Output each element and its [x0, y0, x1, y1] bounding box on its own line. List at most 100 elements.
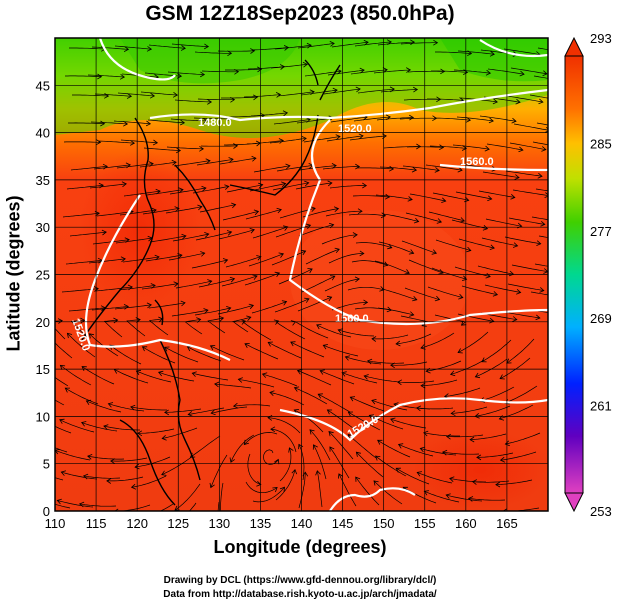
colorbar-tick-label: 269	[590, 311, 612, 326]
streamline	[67, 333, 96, 358]
streamline	[331, 41, 369, 48]
streamline	[420, 448, 457, 456]
streamline-arrow	[201, 185, 207, 192]
streamline	[377, 307, 414, 316]
streamline	[428, 211, 465, 222]
streamline	[537, 310, 548, 313]
streamline	[109, 344, 142, 365]
streamline-arrow	[466, 246, 472, 253]
streamline	[404, 287, 440, 300]
streamline	[444, 387, 481, 397]
streamline-arrow	[56, 498, 62, 505]
streamline-arrow	[209, 482, 215, 489]
streamline-arrow	[87, 454, 93, 460]
streamline-arrow	[233, 143, 239, 149]
streamline	[194, 307, 231, 316]
streamline	[86, 400, 122, 413]
streamline	[435, 239, 471, 251]
streamline	[512, 189, 548, 196]
streamline	[273, 119, 311, 125]
streamline	[402, 165, 440, 171]
streamline-arrow	[338, 473, 344, 479]
streamline-arrow	[81, 421, 87, 427]
streamline	[482, 171, 520, 178]
streamline-arrow	[114, 508, 119, 511]
streamline-arrow	[439, 144, 445, 151]
streamline-arrow	[248, 303, 255, 310]
streamline	[244, 343, 279, 360]
streamline	[504, 236, 541, 245]
streamline	[472, 480, 510, 483]
streamline	[207, 317, 226, 334]
streamline	[331, 302, 368, 311]
streamline-arrow	[329, 41, 335, 47]
streamline-arrow	[371, 336, 377, 342]
streamline	[65, 387, 99, 405]
streamline-arrow	[60, 470, 67, 476]
streamline-arrow	[272, 487, 278, 493]
streamline-arrow	[243, 439, 250, 446]
streamline	[503, 48, 541, 55]
streamline-arrow	[123, 304, 129, 310]
streamline	[431, 267, 467, 280]
streamline	[142, 208, 180, 215]
streamline-arrow	[256, 481, 262, 487]
streamline-arrow	[120, 256, 126, 263]
streamline-arrow	[252, 274, 258, 280]
streamline	[174, 99, 212, 103]
streamline	[499, 404, 534, 420]
y-tick-label: 25	[36, 268, 50, 283]
streamline-arrow	[471, 479, 477, 485]
streamline	[196, 158, 234, 166]
streamline	[478, 190, 515, 198]
streamline	[367, 360, 405, 364]
streamline-arrow	[457, 166, 463, 173]
streamline-arrow	[363, 39, 369, 46]
streamline-arrow	[519, 70, 525, 77]
streamline	[479, 115, 517, 122]
streamline-arrow	[107, 402, 114, 408]
streamline-arrow	[96, 139, 102, 146]
streamline	[381, 288, 417, 301]
streamline-arrow	[134, 463, 140, 470]
streamline	[274, 298, 310, 313]
streamline-arrow	[416, 471, 422, 477]
streamline	[137, 428, 175, 434]
streamline-arrow	[489, 244, 495, 250]
streamline-arrow	[200, 71, 206, 78]
streamline-arrow	[341, 371, 347, 377]
streamline-arrow	[244, 343, 250, 348]
streamline	[423, 432, 460, 437]
streamline-arrow	[305, 223, 312, 230]
streamline-arrow	[222, 258, 229, 264]
streamline-arrow	[489, 317, 495, 324]
streamline-arrow	[106, 478, 112, 484]
streamline	[61, 471, 98, 480]
streamline	[316, 470, 323, 508]
streamline	[351, 260, 388, 266]
streamline-arrow	[55, 449, 60, 455]
streamline	[510, 67, 547, 75]
streamline	[162, 427, 198, 439]
map-title: GSM 12Z18Sep2023 (850.0hPa)	[145, 2, 455, 25]
streamline	[481, 237, 518, 247]
streamline-arrow	[488, 117, 494, 124]
streamline	[294, 409, 324, 433]
streamline	[126, 319, 146, 337]
streamline	[197, 98, 235, 101]
streamline-arrow	[518, 146, 524, 153]
streamline	[507, 283, 544, 291]
streamline-arrow	[151, 207, 157, 214]
streamline-arrow	[199, 145, 205, 152]
streamline-arrow	[123, 120, 129, 127]
streamline	[305, 248, 340, 265]
streamline	[347, 286, 384, 291]
streamline	[353, 116, 391, 122]
streamline-arrow	[440, 68, 446, 75]
streamline-arrow	[469, 436, 475, 443]
streamline	[431, 70, 468, 73]
streamline-arrow	[335, 134, 341, 140]
streamline-arrow	[300, 249, 307, 256]
contour-label: 1520.0	[338, 123, 372, 135]
streamline-arrow	[293, 386, 300, 392]
